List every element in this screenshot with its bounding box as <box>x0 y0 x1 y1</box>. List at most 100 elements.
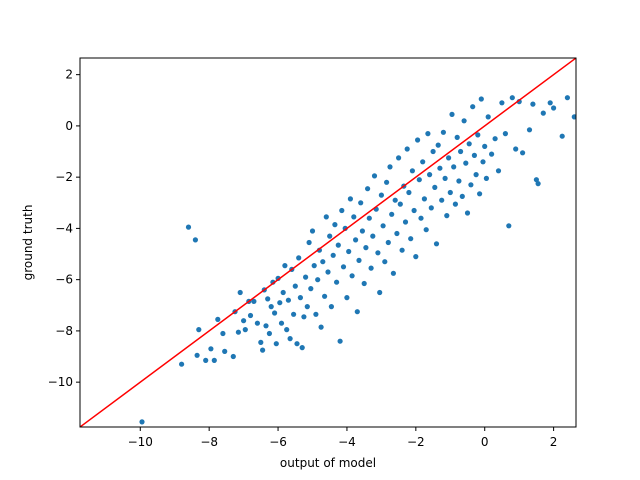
data-point <box>461 118 467 124</box>
data-point <box>278 320 285 326</box>
data-point <box>230 353 236 360</box>
data-point <box>492 136 498 142</box>
data-point <box>309 228 316 234</box>
data-point <box>432 184 438 190</box>
data-point <box>547 100 553 106</box>
data-point <box>463 160 469 166</box>
data-point <box>439 197 445 203</box>
data-point <box>306 239 312 246</box>
x-tick-label: 0 <box>481 435 489 449</box>
data-point <box>454 134 460 140</box>
data-point <box>347 196 353 202</box>
data-point <box>194 352 200 358</box>
data-point <box>468 182 474 188</box>
data-point <box>196 327 202 333</box>
data-point <box>380 223 386 229</box>
data-point <box>470 104 476 110</box>
x-tick-label: −10 <box>128 435 153 449</box>
data-point <box>399 247 405 253</box>
data-point <box>499 100 505 106</box>
data-point <box>270 279 276 285</box>
data-point <box>428 205 434 211</box>
x-tick-label: −8 <box>200 435 218 449</box>
data-point <box>370 233 376 239</box>
data-point <box>284 327 290 333</box>
data-point <box>242 327 248 333</box>
data-point <box>335 242 341 248</box>
data-point <box>334 279 340 285</box>
data-point <box>346 248 352 255</box>
data-point <box>296 255 302 261</box>
data-point <box>482 143 488 149</box>
data-point <box>282 263 288 269</box>
y-tick-label: −6 <box>55 273 73 287</box>
y-tick-label: 2 <box>65 68 73 82</box>
data-point <box>413 254 419 260</box>
data-point <box>440 129 446 135</box>
data-point <box>337 338 343 344</box>
data-point <box>473 172 479 178</box>
data-point <box>485 114 491 120</box>
data-point <box>396 155 402 161</box>
data-point <box>477 191 483 197</box>
data-point <box>349 273 355 279</box>
data-point <box>564 95 571 101</box>
data-point <box>203 357 209 363</box>
data-point <box>451 164 457 170</box>
data-point <box>464 210 471 216</box>
data-point <box>308 286 314 292</box>
data-point <box>489 151 495 157</box>
data-point <box>323 214 329 220</box>
data-point <box>437 165 443 171</box>
data-point <box>406 189 412 196</box>
data-point <box>318 324 324 330</box>
data-point <box>361 280 367 287</box>
data-point <box>509 95 515 101</box>
data-point <box>425 131 431 137</box>
data-point <box>287 336 293 342</box>
data-point <box>444 213 450 219</box>
data-point <box>280 289 286 296</box>
data-point <box>179 361 185 367</box>
data-point <box>520 150 526 156</box>
data-point <box>416 177 422 183</box>
data-point <box>365 186 371 192</box>
data-point <box>382 259 388 265</box>
data-point <box>192 237 198 243</box>
data-point <box>291 311 297 317</box>
data-point <box>389 211 395 217</box>
data-point <box>506 223 512 229</box>
data-point <box>363 245 369 251</box>
plot-area-frame <box>79 57 577 428</box>
data-point <box>322 293 328 299</box>
data-point <box>397 201 403 207</box>
data-point <box>285 297 291 303</box>
data-point <box>297 295 303 301</box>
data-point <box>258 339 264 345</box>
data-point <box>409 168 415 174</box>
data-point <box>418 215 424 221</box>
y-tick-label: −8 <box>55 324 73 338</box>
data-point <box>423 227 429 233</box>
data-point <box>559 133 565 139</box>
data-point <box>483 175 489 181</box>
data-point <box>571 114 576 120</box>
data-point <box>265 296 271 302</box>
data-point <box>315 277 321 283</box>
data-point <box>530 101 536 107</box>
data-point <box>344 295 350 301</box>
identity-reference-line <box>80 58 576 427</box>
data-point <box>371 173 378 179</box>
data-point <box>551 105 557 111</box>
data-point <box>421 196 427 202</box>
data-point <box>330 252 336 258</box>
data-point <box>340 264 347 270</box>
data-point <box>356 257 362 263</box>
x-tick-label: −4 <box>338 435 356 449</box>
data-point <box>254 320 260 326</box>
data-point <box>273 341 279 347</box>
data-point <box>268 304 274 310</box>
data-point <box>392 197 398 203</box>
data-point <box>304 304 310 310</box>
